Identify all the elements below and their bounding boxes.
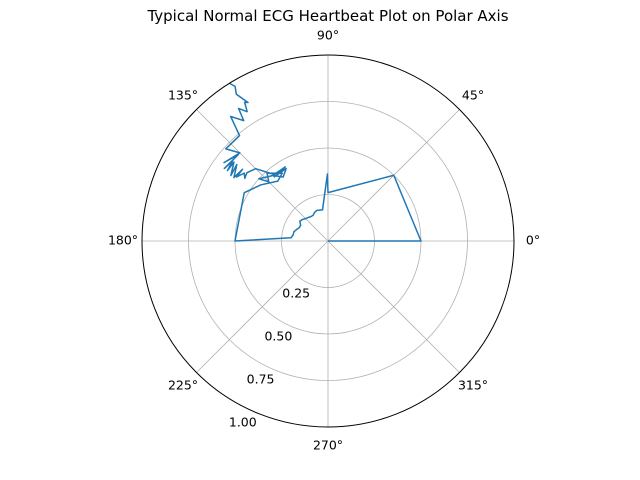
theta-tick-label: 225°	[168, 378, 198, 393]
outer-spine	[141, 54, 515, 428]
ecg-series-line	[223, 82, 422, 242]
r-tick-label: 1.00	[229, 414, 257, 429]
theta-tick-label: 0°	[526, 233, 540, 248]
theta-tick-label: 315°	[458, 378, 488, 393]
theta-tick-label: 135°	[168, 88, 198, 103]
series-layer	[223, 82, 422, 242]
r-tick-label: 0.25	[282, 286, 310, 301]
theta-tick-label: 45°	[462, 88, 484, 103]
theta-tick-label: 270°	[313, 438, 343, 453]
theta-tick-label: 180°	[108, 233, 138, 248]
tick-labels: 0° 45° 90° 135° 180° 225° 270° 315° 0.25 0.50 0.75…	[108, 28, 540, 453]
polar-spine	[141, 54, 515, 428]
theta-grid-line	[196, 240, 329, 373]
theta-grid-line	[327, 240, 460, 373]
r-tick-label: 0.50	[264, 328, 292, 343]
theta-grid-line	[196, 109, 329, 242]
r-tick-label: 0.75	[247, 371, 275, 386]
theta-tick-label: 90°	[317, 28, 339, 43]
chart-title: Typical Normal ECG Heartbeat Plot on Pol…	[146, 7, 508, 25]
